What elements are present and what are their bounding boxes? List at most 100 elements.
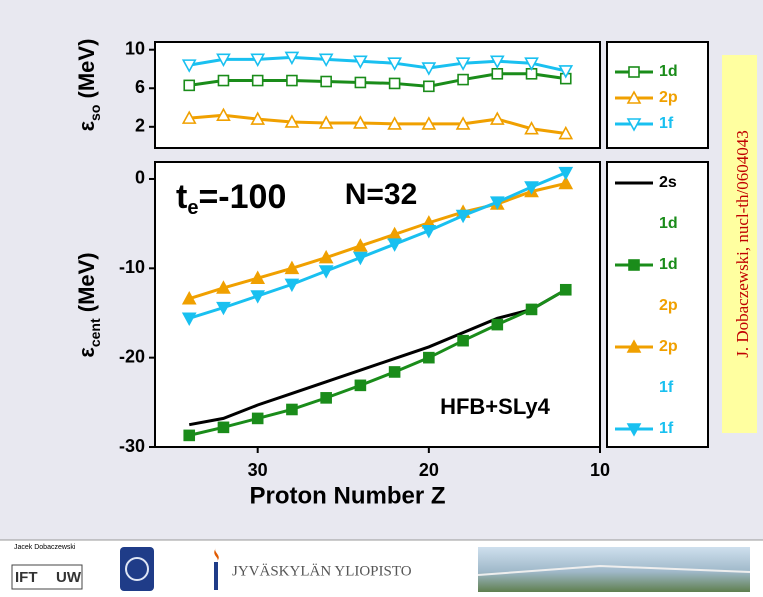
y-axis-label-part: (MeV) <box>74 252 99 318</box>
y-tick-label: 2 <box>135 116 145 136</box>
logo <box>214 548 219 562</box>
y-axis-label-part: ε <box>74 120 99 131</box>
marker <box>387 57 402 71</box>
marker <box>181 312 197 327</box>
y-axis-label-part: (MeV) <box>74 39 99 105</box>
legend-label: 2p <box>659 338 678 355</box>
legend-label: 2p <box>659 297 678 314</box>
marker <box>491 318 504 331</box>
legend-marker <box>628 259 640 271</box>
y-tick-label: 0 <box>135 168 145 188</box>
legend-label: 1f <box>659 420 674 437</box>
marker <box>558 175 574 190</box>
legend-box <box>606 161 709 448</box>
marker <box>318 115 334 129</box>
marker <box>216 301 231 316</box>
marker <box>491 68 504 80</box>
marker <box>250 290 266 304</box>
marker <box>250 111 266 125</box>
legend-label: 2p <box>659 89 678 106</box>
legend-marker <box>626 118 642 132</box>
logo-text: UW <box>56 569 82 586</box>
marker <box>423 80 435 93</box>
marker <box>524 181 539 195</box>
marker <box>217 421 230 434</box>
marker <box>354 379 367 392</box>
series-line <box>189 113 566 136</box>
x-tick-label: 20 <box>419 460 439 480</box>
marker <box>284 278 300 293</box>
logo <box>214 562 218 590</box>
marker <box>388 77 401 90</box>
plot-frame <box>154 41 601 149</box>
plot-frame <box>154 161 601 448</box>
logo <box>11 564 83 590</box>
marker <box>423 351 435 364</box>
marker <box>318 53 334 68</box>
marker <box>421 224 437 239</box>
logo-text: IFT <box>15 569 38 586</box>
marker <box>353 115 368 129</box>
legend-label: 1d <box>659 215 678 232</box>
marker <box>558 65 574 79</box>
annotation: te=-100 <box>176 178 286 219</box>
series-line <box>188 181 567 301</box>
y-axis-label-part: ε <box>74 347 99 358</box>
marker <box>558 125 574 140</box>
marker <box>318 265 334 279</box>
marker <box>250 270 266 284</box>
marker <box>524 121 539 135</box>
marker <box>217 74 230 87</box>
y-axis-label-part: so <box>87 105 103 121</box>
marker <box>353 55 368 69</box>
marker <box>387 238 402 252</box>
marker <box>284 51 300 66</box>
annotation: N=32 <box>345 178 418 211</box>
annotation: HFB+SLy4 <box>440 394 551 419</box>
marker <box>183 79 196 92</box>
y-axis-label: εcent (MeV) <box>74 252 103 357</box>
marker <box>251 74 264 87</box>
legend-marker <box>626 423 642 437</box>
y-axis-label: εso (MeV) <box>74 39 103 132</box>
y-tick-label: -30 <box>119 436 145 456</box>
marker <box>353 238 368 252</box>
marker <box>181 291 197 305</box>
marker <box>489 196 505 210</box>
logo <box>120 547 154 591</box>
marker <box>421 116 437 130</box>
marker <box>318 249 334 264</box>
marker <box>181 59 197 73</box>
marker <box>250 53 266 68</box>
marker <box>455 209 471 224</box>
logo <box>125 557 149 581</box>
series-line <box>188 288 567 427</box>
legend-label: 1d <box>659 256 678 273</box>
x-axis-label: Proton Number Z <box>250 482 446 509</box>
legend-label: 1f <box>659 379 674 396</box>
y-tick-label: -20 <box>119 346 145 366</box>
marker <box>457 334 469 347</box>
y-axis-label-part: cent <box>87 318 103 347</box>
marker <box>286 403 298 416</box>
x-tick-label: 30 <box>248 460 268 480</box>
marker <box>388 366 401 378</box>
marker <box>216 280 231 294</box>
legend-label: 2s <box>659 174 677 191</box>
marker <box>181 110 197 124</box>
marker <box>251 412 264 425</box>
marker <box>354 76 367 89</box>
marker <box>489 111 505 125</box>
side-note: J. Dobaczewski, nucl-th/0604043 <box>733 130 752 358</box>
y-tick-label: 10 <box>125 38 145 58</box>
y-tick-label: -10 <box>119 257 145 277</box>
marker <box>284 260 300 275</box>
marker <box>286 74 298 87</box>
legend-box <box>606 41 709 149</box>
marker <box>455 116 471 130</box>
marker <box>320 392 332 404</box>
marker <box>320 75 332 88</box>
marker <box>558 166 574 181</box>
marker <box>525 303 538 316</box>
